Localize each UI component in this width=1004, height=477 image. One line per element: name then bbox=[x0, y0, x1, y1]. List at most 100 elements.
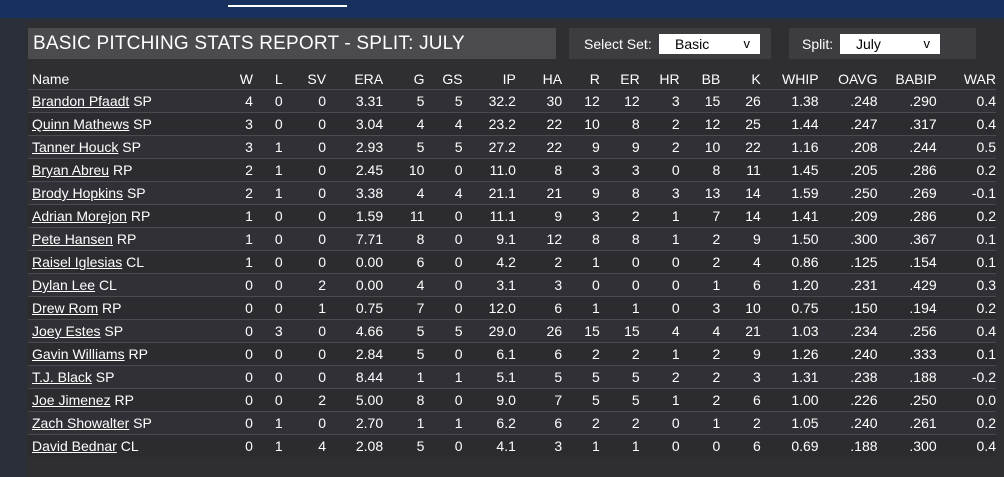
stat-cell-ip: 3.1 bbox=[462, 273, 516, 297]
stat-cell-er: 8 bbox=[599, 227, 640, 251]
player-name-cell: Brandon Pfaadt SP bbox=[28, 89, 216, 113]
column-header-er[interactable]: ER bbox=[620, 70, 640, 87]
stat-cell-whip: 1.59 bbox=[760, 181, 819, 205]
table-row: T.J. Black SP 0 0 0 8.44 1 1 5.1 5 5 5 2 2 3 1.31.238.… bbox=[28, 365, 996, 389]
column-header-ip[interactable]: IP bbox=[502, 70, 516, 87]
column-header-war[interactable]: WAR bbox=[963, 70, 996, 87]
player-name-cell: Joey Estes SP bbox=[28, 319, 216, 343]
column-header-bb[interactable]: BB bbox=[701, 70, 721, 87]
player-position: RP bbox=[128, 346, 148, 362]
stat-cell-oavg: .205 bbox=[818, 158, 878, 182]
top-nav-bar bbox=[0, 0, 1004, 18]
select-set-dropdown[interactable]: Basic v bbox=[659, 34, 760, 54]
stat-cell-w: 0 bbox=[215, 342, 253, 366]
stat-cell-sv: 4 bbox=[282, 434, 327, 457]
player-name-link[interactable]: Raisel Iglesias bbox=[32, 254, 123, 270]
player-name-link[interactable]: Pete Hansen bbox=[32, 231, 113, 247]
column-header-oavg[interactable]: OAVG bbox=[838, 70, 878, 87]
stat-cell-bb: 2 bbox=[679, 388, 721, 412]
stat-cell-oavg: .240 bbox=[818, 342, 878, 366]
select-set-label: Select Set: bbox=[584, 36, 652, 52]
column-header-ha[interactable]: HA bbox=[542, 70, 563, 87]
column-header-hr[interactable]: HR bbox=[659, 70, 680, 87]
player-name-link[interactable]: Gavin Williams bbox=[32, 346, 125, 362]
player-position: SP bbox=[122, 139, 141, 155]
stat-cell-k: 6 bbox=[720, 388, 761, 412]
stat-cell-r: 8 bbox=[562, 227, 600, 251]
stat-cell-gs: 0 bbox=[424, 158, 463, 182]
stat-cell-hr: 0 bbox=[639, 411, 680, 435]
stat-cell-er: 9 bbox=[599, 135, 640, 159]
player-name-link[interactable]: T.J. Black bbox=[32, 369, 92, 385]
table-row: Bryan Abreu RP 2 1 0 2.45 10 0 11.0 8 3 3 0 8 11 1.45.… bbox=[28, 158, 996, 182]
stat-cell-w: 1 bbox=[215, 227, 253, 251]
stat-cell-era: 0.75 bbox=[326, 296, 384, 320]
column-header-w[interactable]: W bbox=[239, 70, 253, 87]
stat-cell-era: 2.08 bbox=[326, 434, 384, 457]
stat-cell-whip: 1.41 bbox=[760, 204, 819, 228]
stat-cell-gs: 4 bbox=[424, 181, 463, 205]
stat-cell-sv: 0 bbox=[282, 181, 327, 205]
column-header-whip[interactable]: WHIP bbox=[782, 70, 819, 87]
player-name-link[interactable]: Tanner Houck bbox=[32, 139, 119, 155]
player-name-link[interactable]: Brandon Pfaadt bbox=[32, 93, 130, 109]
player-name-link[interactable]: Adrian Morejon bbox=[32, 208, 127, 224]
stat-cell-bb: 2 bbox=[679, 227, 721, 251]
player-name-link[interactable]: Joe Jimenez bbox=[32, 392, 111, 408]
stat-cell-bb: 12 bbox=[679, 112, 721, 136]
player-name-link[interactable]: Drew Rom bbox=[32, 300, 99, 316]
stat-cell-babip: .250 bbox=[877, 388, 937, 412]
stat-cell-l: 0 bbox=[252, 296, 283, 320]
player-name-link[interactable]: Dylan Lee bbox=[32, 277, 96, 293]
column-header-sv[interactable]: SV bbox=[307, 70, 327, 87]
player-name-link[interactable]: Brody Hopkins bbox=[32, 185, 124, 201]
stat-cell-era: 3.38 bbox=[326, 181, 384, 205]
player-name-link[interactable]: Bryan Abreu bbox=[32, 162, 110, 178]
stat-cell-bb: 3 bbox=[679, 296, 721, 320]
split-dropdown[interactable]: July v bbox=[840, 34, 940, 54]
column-header-r[interactable]: R bbox=[589, 70, 600, 87]
stat-cell-ha: 22 bbox=[515, 135, 563, 159]
stat-cell-gs: 5 bbox=[424, 135, 463, 159]
stat-cell-era: 2.45 bbox=[326, 158, 384, 182]
stat-cell-whip: 1.50 bbox=[760, 227, 819, 251]
column-header-babip[interactable]: BABIP bbox=[895, 70, 937, 87]
stat-cell-ha: 7 bbox=[515, 388, 563, 412]
player-name-link[interactable]: David Bednar bbox=[32, 438, 117, 454]
stat-cell-oavg: .248 bbox=[818, 89, 878, 113]
stat-cell-l: 0 bbox=[252, 388, 283, 412]
stat-cell-gs: 0 bbox=[424, 388, 463, 412]
stat-cell-hr: 2 bbox=[639, 112, 680, 136]
stat-cell-whip: 1.05 bbox=[760, 411, 819, 435]
stat-cell-l: 0 bbox=[252, 227, 283, 251]
stat-cell-era: 0.00 bbox=[326, 250, 384, 274]
column-header-l[interactable]: L bbox=[274, 70, 283, 87]
player-position: SP bbox=[104, 323, 124, 339]
stat-cell-k: 22 bbox=[720, 135, 761, 159]
stat-cell-sv: 0 bbox=[282, 411, 327, 435]
stat-cell-hr: 1 bbox=[639, 388, 680, 412]
stat-cell-er: 5 bbox=[599, 365, 640, 389]
column-header-k[interactable]: K bbox=[751, 70, 761, 87]
stat-cell-g: 5 bbox=[383, 89, 425, 113]
player-name-link[interactable]: Quinn Mathews bbox=[32, 116, 130, 132]
stat-cell-oavg: .234 bbox=[818, 319, 878, 343]
player-name-link[interactable]: Joey Estes bbox=[32, 323, 101, 339]
stat-cell-war: 0.2 bbox=[936, 158, 996, 182]
stat-cell-gs: 1 bbox=[424, 411, 463, 435]
stat-cell-g: 5 bbox=[383, 342, 425, 366]
column-header-era[interactable]: ERA bbox=[354, 70, 384, 87]
player-name-link[interactable]: Zach Showalter bbox=[32, 415, 130, 431]
column-header-name[interactable]: Name bbox=[32, 70, 70, 87]
table-row: Zach Showalter SP 0 1 0 2.70 1 1 6.2 6 2 2 0 1 2 1.05.… bbox=[28, 411, 996, 435]
column-header-gs[interactable]: GS bbox=[442, 70, 463, 87]
stat-cell-er: 12 bbox=[599, 89, 640, 113]
split-label: Split: bbox=[802, 36, 834, 52]
stat-cell-r: 0 bbox=[562, 273, 600, 297]
stat-cell-hr: 3 bbox=[639, 89, 680, 113]
stat-cell-ha: 30 bbox=[515, 89, 563, 113]
column-header-g[interactable]: G bbox=[413, 70, 425, 87]
stat-cell-er: 2 bbox=[599, 204, 640, 228]
stat-cell-war: 0.1 bbox=[936, 342, 996, 366]
stat-cell-war: -0.2 bbox=[936, 365, 996, 389]
